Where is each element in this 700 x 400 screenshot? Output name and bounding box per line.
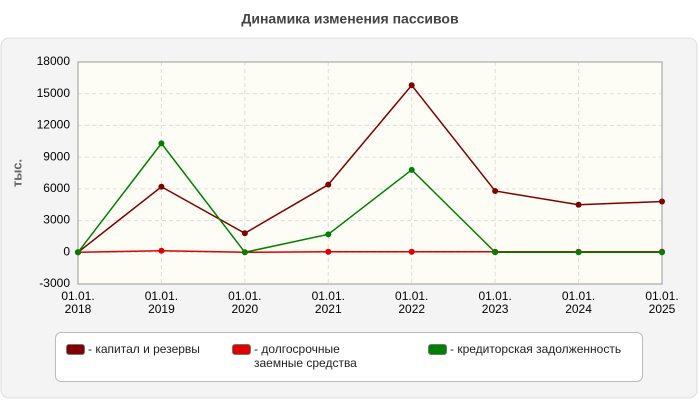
chart-title: Динамика изменения пассивов bbox=[241, 11, 459, 27]
data-point bbox=[325, 181, 332, 188]
y-tick-label: 15000 bbox=[37, 86, 71, 100]
series-line bbox=[77, 142, 662, 254]
data-point bbox=[158, 183, 165, 190]
x-tick-label: 01.01. 2023 bbox=[478, 289, 512, 316]
series-line bbox=[77, 84, 663, 253]
y-tick-label: 0 bbox=[63, 244, 70, 258]
y-tick-label: -3000 bbox=[39, 276, 70, 290]
data-point bbox=[325, 231, 332, 238]
y-tick-label: 3000 bbox=[43, 213, 70, 227]
y-tick-label: 9000 bbox=[43, 149, 70, 163]
data-point bbox=[575, 201, 582, 208]
x-tick-label: 01.01. 2022 bbox=[395, 289, 429, 316]
legend-item: - кредиторская задолженность bbox=[428, 342, 638, 356]
data-point bbox=[241, 249, 248, 256]
data-point bbox=[492, 249, 499, 256]
legend-label: - долгосрочные заемные средства bbox=[254, 342, 357, 370]
data-point bbox=[75, 249, 81, 256]
data-point bbox=[659, 198, 665, 205]
x-tick-label: 01.01. 2024 bbox=[561, 289, 596, 316]
legend-item: - капитал и резервы bbox=[66, 342, 216, 356]
data-point bbox=[492, 187, 499, 194]
y-tick-label: 12000 bbox=[37, 118, 71, 132]
legend-swatch bbox=[428, 344, 447, 355]
y-tick-label: 6000 bbox=[43, 181, 70, 195]
data-point bbox=[158, 140, 165, 147]
data-point bbox=[408, 82, 415, 89]
x-tick-label: 01.01. 2021 bbox=[311, 289, 345, 316]
y-tick-label: 18000 bbox=[37, 54, 71, 68]
x-tick-label: 01.01. 2018 bbox=[61, 289, 95, 316]
legend-swatch bbox=[232, 344, 251, 355]
x-tick-label: 01.01. 2019 bbox=[144, 289, 179, 316]
plot-area bbox=[78, 62, 662, 284]
x-tick-label: 01.01. 2020 bbox=[228, 289, 262, 316]
data-point bbox=[241, 230, 248, 237]
x-tick-label: 01.01. 2025 bbox=[645, 289, 679, 316]
y-axis-label: тыс. bbox=[9, 159, 24, 187]
legend: - капитал и резервы - долгосрочные заемны… bbox=[55, 332, 643, 382]
legend-label: - капитал и резервы bbox=[88, 342, 200, 356]
data-point bbox=[575, 249, 582, 256]
data-point bbox=[408, 248, 415, 255]
data-point bbox=[325, 248, 332, 255]
data-point bbox=[158, 247, 165, 254]
legend-item: - долгосрочные заемные средства bbox=[232, 342, 392, 370]
plot-border bbox=[77, 61, 663, 285]
legend-swatch bbox=[66, 344, 85, 355]
legend-label: - кредиторская задолженность bbox=[450, 342, 622, 356]
data-point bbox=[659, 249, 665, 256]
data-point bbox=[408, 166, 415, 173]
